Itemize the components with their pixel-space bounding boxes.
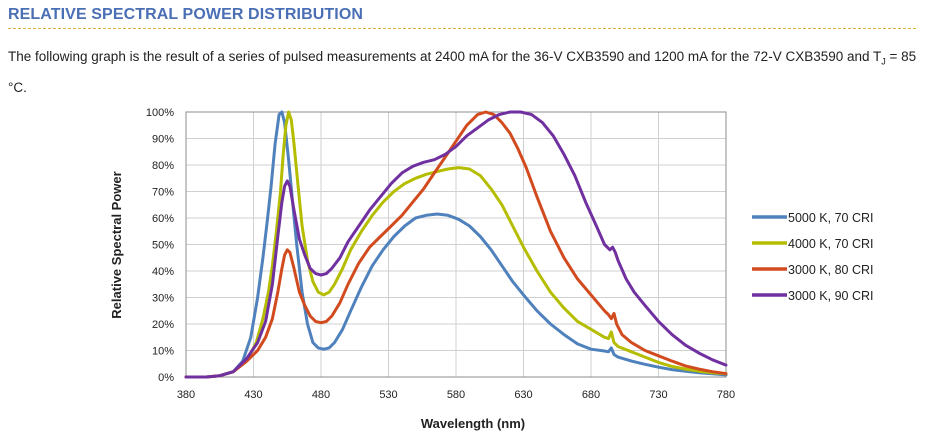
y-tick-label: 0% [158,372,174,384]
x-tick-label: 430 [244,389,262,401]
x-axis-label: Wavelength (nm) [421,416,525,431]
series-line-2 [184,110,728,379]
y-tick-label: 10% [152,346,174,358]
series-lines [184,110,728,379]
y-tick-label: 20% [152,319,174,331]
intro-paragraph: The following graph is the result of a s… [8,44,920,100]
y-tick-label: 100% [146,107,174,119]
x-tick-label: 480 [312,389,330,401]
chart-legend: 5000 K, 70 CRI 4000 K, 70 CRI 3000 K, 80 C… [752,211,873,303]
y-tick-label: 40% [152,266,174,278]
x-axis-ticks: 380 430 480 530 580 630 680 730 780 [177,389,735,401]
title-divider [8,28,916,29]
legend-label: 5000 K, 70 CRI [788,211,873,225]
y-tick-label: 80% [152,160,174,172]
plot-area [185,111,727,378]
x-tick-label: 730 [649,389,667,401]
y-tick-label: 30% [152,293,174,305]
section-title: RELATIVE SPECTRAL POWER DISTRIBUTION [8,6,364,23]
y-tick-label: 60% [152,213,174,225]
x-tick-label: 780 [717,389,735,401]
y-axis-label: Relative Spectral Power [109,171,124,318]
junction-subscript: J [881,56,886,67]
series-line-4 [184,110,728,379]
y-tick-label: 70% [152,187,174,199]
legend-label: 3000 K, 80 CRI [788,263,873,277]
intro-temperature: = 85 °C. [8,49,917,95]
intro-text: The following graph is the result of a s… [8,49,882,64]
y-tick-label: 90% [152,134,174,146]
legend-label: 4000 K, 70 CRI [788,237,873,251]
series-line-1 [184,110,728,379]
x-tick-label: 530 [379,389,397,401]
x-tick-label: 680 [582,389,600,401]
y-axis-ticks: 0% 10% 20% 30% 40% 50% 60% 70% 80% 90% 100% [146,107,174,384]
series-line-3 [184,110,728,379]
x-tick-label: 630 [514,389,532,401]
x-tick-label: 580 [447,389,465,401]
y-tick-label: 50% [152,240,174,252]
x-tick-label: 380 [177,389,195,401]
legend-label: 3000 K, 90 CRI [788,289,873,303]
